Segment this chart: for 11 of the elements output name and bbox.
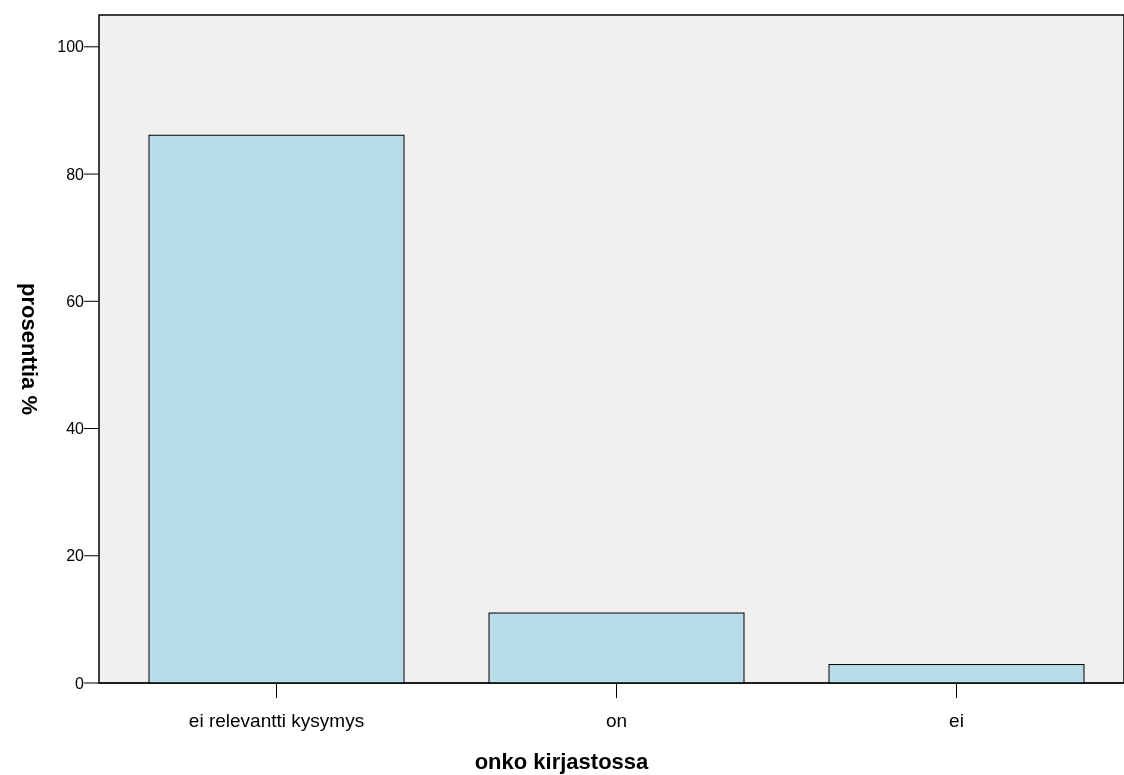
x-tick-label: ei xyxy=(949,710,964,731)
y-tick-label: 40 xyxy=(66,420,85,438)
y-tick-label: 60 xyxy=(66,292,85,310)
y-tick-label: 0 xyxy=(75,674,85,692)
y-tick-label: 20 xyxy=(66,547,85,565)
y-tick-label: 80 xyxy=(66,165,85,183)
y-tick-label: 100 xyxy=(57,38,85,56)
x-axis-title: onko kirjastossa xyxy=(474,749,650,774)
x-tick-label: on xyxy=(605,710,628,731)
x-tick-label: ei relevantti kysymys xyxy=(188,710,365,731)
y-axis-title: prosenttia % xyxy=(17,282,42,416)
